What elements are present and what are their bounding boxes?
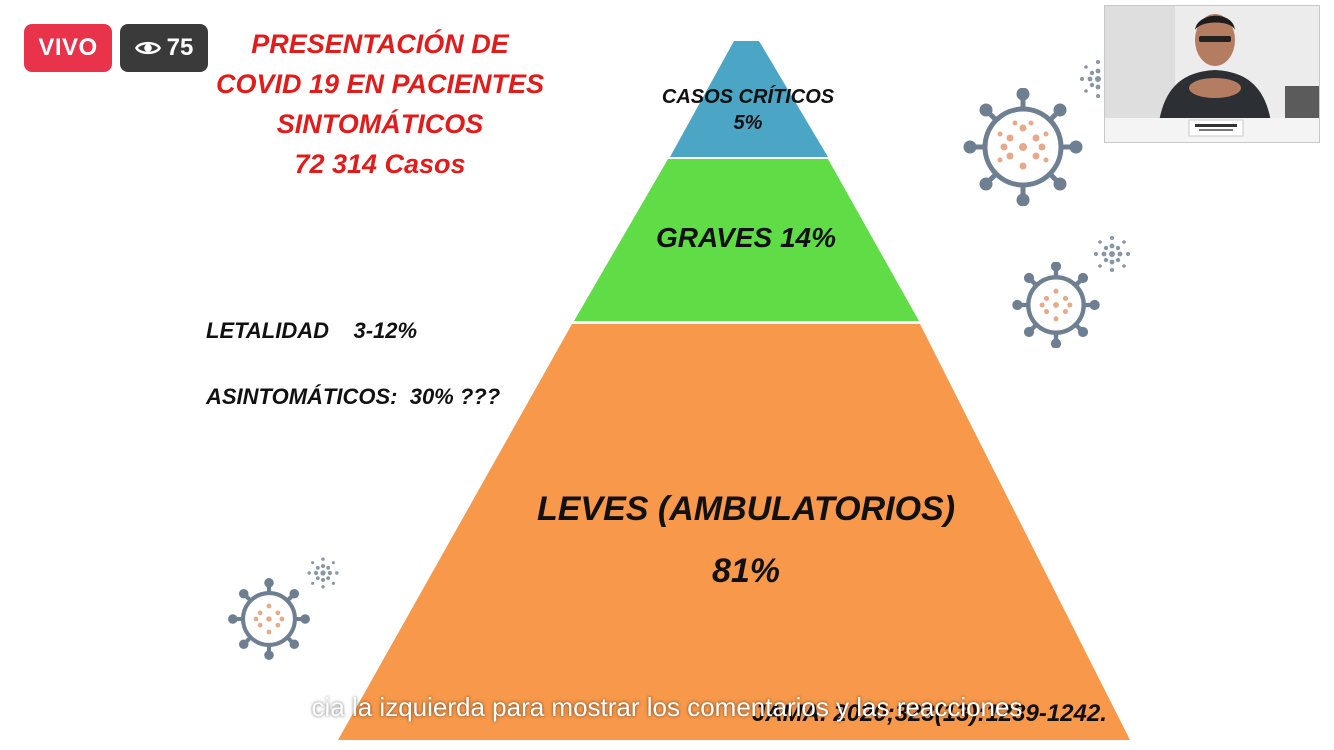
leves-title: LEVES (AMBULATORIOS) <box>536 490 956 528</box>
small-virus-icon <box>1080 60 1101 98</box>
title-line-3: SINTOMÁTICOS <box>276 109 484 139</box>
small-virus-icon <box>307 557 339 589</box>
tier-criticos-label: CASOS CRÍTICOS 5% <box>648 84 848 136</box>
pyramid-tier-leves <box>338 324 1130 740</box>
viewer-count: 75 <box>166 34 194 61</box>
title-line-1: PRESENTACIÓN DE <box>251 29 509 59</box>
live-badge: VIVO <box>24 24 112 72</box>
criticos-title: CASOS CRÍTICOS <box>661 86 835 108</box>
small-virus-icon <box>1094 236 1130 272</box>
title-line-2: COVID 19 EN PACIENTES <box>215 69 545 99</box>
citation-text: JAMA. 2020;323(13):1239-1242. <box>752 700 1107 727</box>
pyramid-tier-criticos <box>670 41 828 157</box>
pyramid-tier-graves <box>574 159 919 321</box>
virus-icon <box>963 88 1083 206</box>
tier-leves-label: LEVES (AMBULATORIOS) 81% <box>496 478 996 602</box>
tier-graves-label: GRAVES 14% <box>656 222 836 253</box>
title-line-4: 72 314 Casos <box>294 149 466 179</box>
leves-value: 81% <box>711 552 781 590</box>
presenter-video[interactable] <box>1104 5 1320 143</box>
viewer-count-badge: 75 <box>120 24 208 72</box>
virus-icon <box>228 578 310 660</box>
asintomaticos-text: ASINTOMÁTICOS: 30% ??? <box>206 384 501 409</box>
virus-icon <box>1012 262 1100 348</box>
eye-icon <box>134 41 161 55</box>
slide-title: PRESENTACIÓN DE COVID 19 EN PACIENTES SI… <box>190 24 570 184</box>
criticos-value: 5% <box>733 112 763 134</box>
presenter-video-icon <box>1105 6 1319 142</box>
swipe-hint-caption: cia la izquierda para mostrar los coment… <box>311 692 1023 722</box>
letalidad-text: LETALIDAD 3-12% <box>206 318 418 343</box>
